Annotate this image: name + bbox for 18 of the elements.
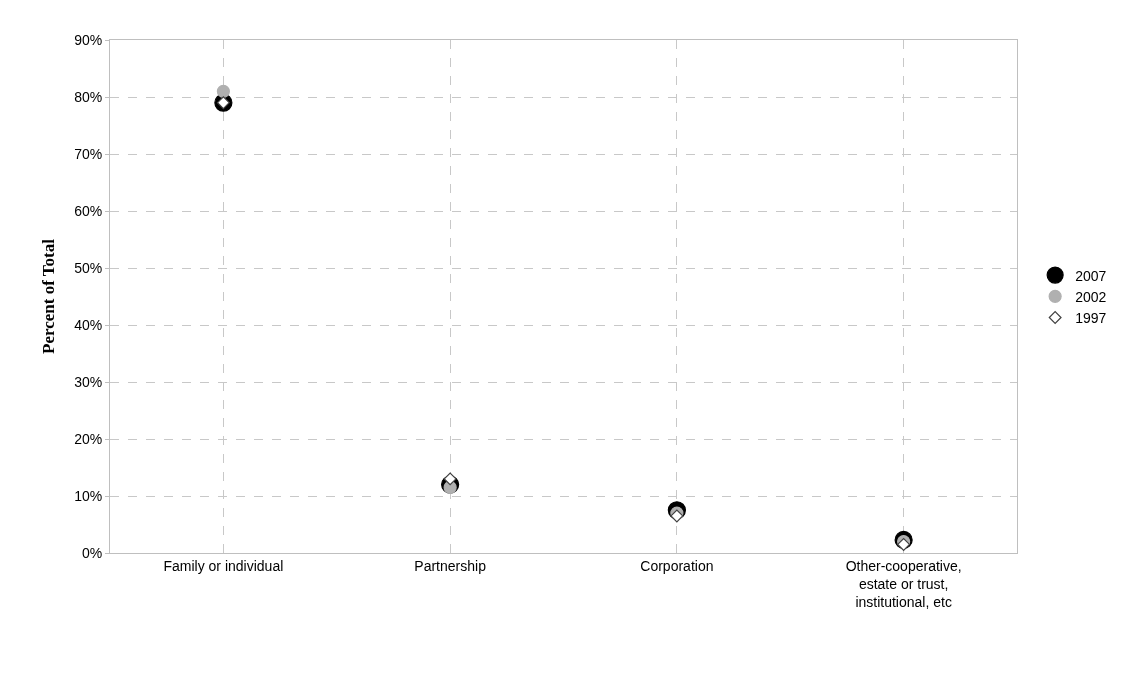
y-tick-label: 40% [74, 316, 103, 333]
y-tick-label: 50% [74, 259, 103, 276]
legend-label: 2007 [1075, 267, 1107, 284]
y-tick-label: 20% [74, 430, 103, 447]
y-tick-label: 0% [81, 544, 103, 561]
x-tick-label: Partnership [414, 557, 487, 574]
x-tick-label: Corporation [640, 557, 714, 574]
y-tick-label: 70% [74, 145, 103, 162]
y-tick-label: 60% [74, 202, 103, 219]
x-tick-label: Family or individual [163, 557, 284, 574]
y-tick-label: 90% [74, 31, 103, 48]
y-tick-label: 80% [74, 88, 103, 105]
y-axis-title: Percent of Total [38, 238, 58, 354]
y-tick-label: 30% [74, 373, 103, 390]
legend-label: 2002 [1075, 288, 1107, 305]
y-tick-label: 10% [74, 487, 103, 504]
legend-label: 1997 [1075, 309, 1107, 326]
x-tick-label: Other-cooperative, estate or trust, institutional, etc [845, 557, 962, 611]
